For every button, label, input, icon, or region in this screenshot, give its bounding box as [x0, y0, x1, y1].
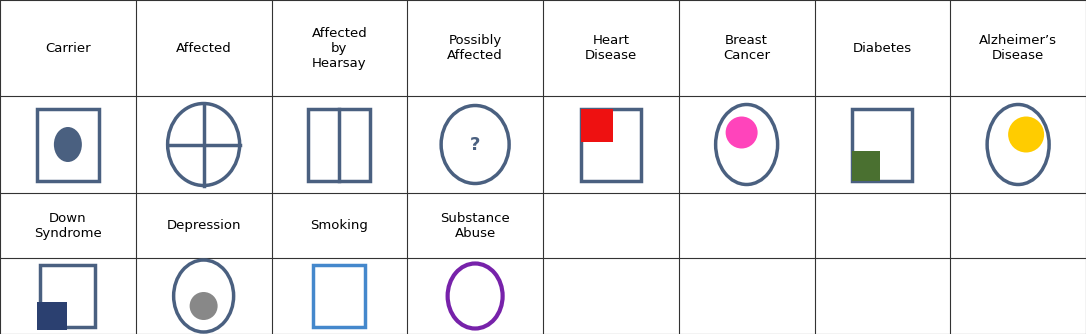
Text: ?: ? — [470, 136, 480, 154]
Text: Diabetes: Diabetes — [853, 41, 912, 54]
Ellipse shape — [441, 106, 509, 183]
Ellipse shape — [447, 264, 503, 329]
Text: Alzheimer’s
Disease: Alzheimer’s Disease — [980, 34, 1057, 62]
Ellipse shape — [725, 117, 758, 149]
Bar — [581, 109, 641, 180]
Text: Affected: Affected — [176, 41, 231, 54]
Text: Affected
by
Hearsay: Affected by Hearsay — [312, 26, 367, 69]
Bar — [37, 302, 67, 330]
Bar — [40, 265, 96, 327]
Text: Breast
Cancer: Breast Cancer — [723, 34, 770, 62]
Ellipse shape — [174, 260, 233, 332]
Text: Carrier: Carrier — [45, 41, 91, 54]
Bar — [314, 265, 365, 327]
Ellipse shape — [167, 104, 240, 185]
Text: Down
Syndrome: Down Syndrome — [34, 211, 102, 239]
Text: Possibly
Affected: Possibly Affected — [447, 34, 503, 62]
Text: Smoking: Smoking — [311, 219, 368, 232]
Bar — [581, 109, 613, 142]
Bar — [853, 109, 912, 180]
Bar — [308, 109, 370, 180]
Ellipse shape — [190, 292, 217, 320]
Ellipse shape — [54, 127, 81, 162]
Ellipse shape — [1008, 117, 1044, 153]
Text: Substance
Abuse: Substance Abuse — [440, 211, 510, 239]
Ellipse shape — [716, 105, 778, 184]
Bar — [853, 151, 881, 180]
Ellipse shape — [987, 105, 1049, 184]
Bar — [37, 109, 99, 180]
Text: Heart
Disease: Heart Disease — [584, 34, 637, 62]
Text: Depression: Depression — [166, 219, 241, 232]
